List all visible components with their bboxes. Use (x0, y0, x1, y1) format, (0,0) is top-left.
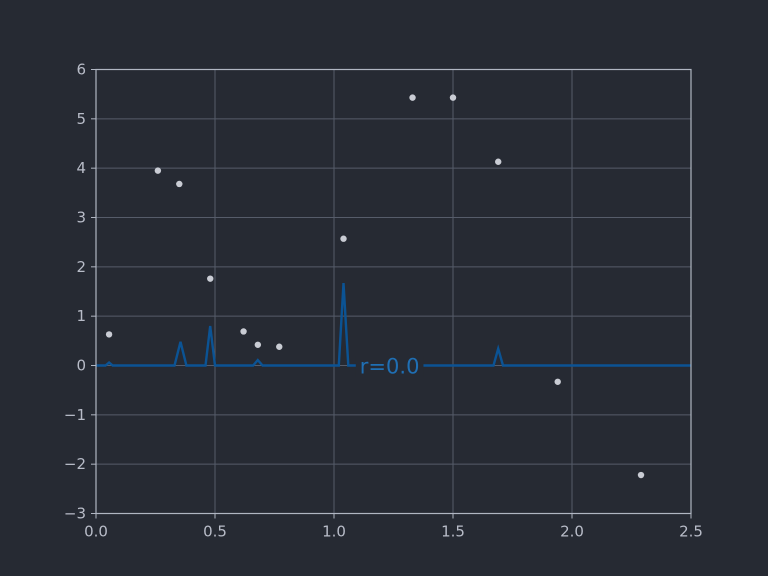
scatter-point (240, 328, 247, 335)
y-tick-label: −2 (64, 455, 86, 473)
x-tick-label: 2.0 (560, 523, 584, 541)
x-tick-label: 1.5 (441, 523, 465, 541)
y-tick-label: −3 (64, 505, 86, 523)
scatter-point (276, 343, 283, 350)
scatter-point (254, 341, 262, 348)
scatter-point (409, 94, 416, 101)
series-layer (96, 94, 691, 479)
scatter-point (176, 180, 183, 188)
axes-frame (95, 68, 692, 515)
scatter-point (340, 235, 347, 242)
x-tick-label: 2.5 (679, 523, 703, 541)
scatter-point (449, 94, 457, 101)
series-line (96, 283, 691, 367)
y-tick-label: 6 (76, 61, 86, 79)
x-tick-label: 0.5 (203, 523, 227, 541)
annotation-background (355, 355, 424, 378)
scatter-point (154, 167, 162, 174)
annotation-text: r=0.0 (360, 355, 420, 379)
scatter-point (495, 158, 502, 165)
x-tick-label: 0.0 (84, 523, 108, 541)
y-tick-label: 0 (76, 357, 86, 375)
scatter-point (637, 471, 645, 479)
y-tick-label: 1 (76, 307, 86, 325)
x-tick-label: 1.0 (322, 523, 346, 541)
y-tick-label: −1 (64, 406, 86, 424)
y-tick-label: 3 (76, 209, 86, 227)
y-tick-label: 2 (76, 258, 86, 276)
scatter-point (554, 378, 561, 385)
scatter-point (105, 331, 113, 338)
scatter-point (207, 275, 214, 282)
y-tick-label: 4 (76, 159, 86, 177)
y-tick-label: 5 (76, 110, 86, 128)
ticks-layer: 0.0 0.5 1.0 1.5 2.0 2.5 −3 −2 −1 0 1 2 3 4 5 6 (64, 61, 703, 541)
